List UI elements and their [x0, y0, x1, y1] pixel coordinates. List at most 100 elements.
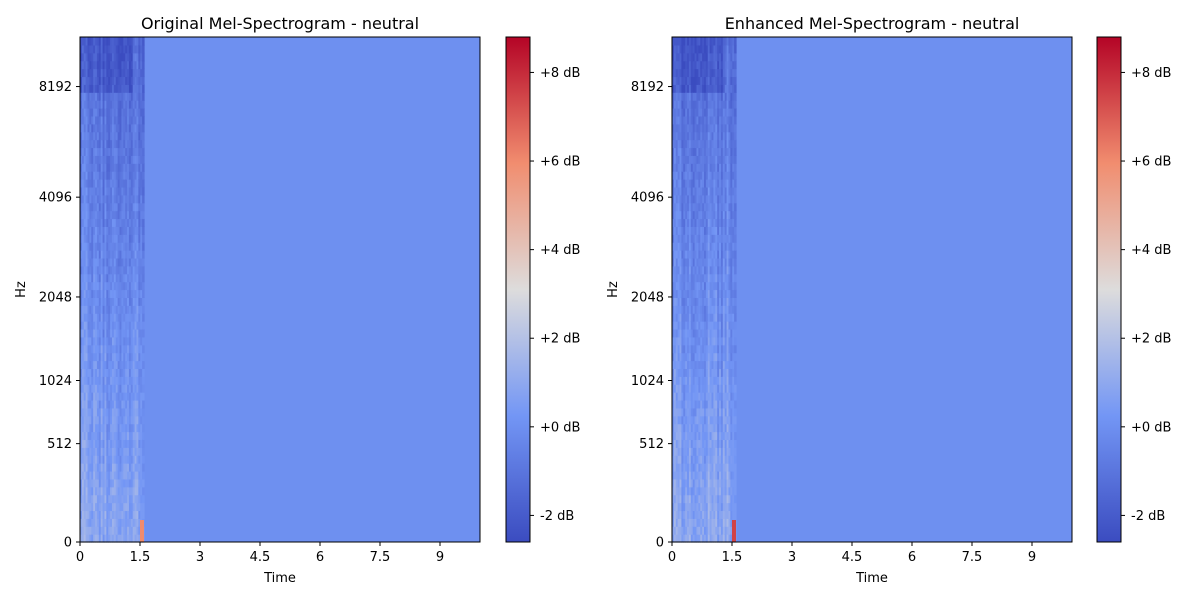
spectrogram-cell	[675, 163, 679, 172]
spectrogram-cell	[696, 202, 699, 212]
spectrogram-cell	[700, 439, 703, 448]
spectrogram-cell	[707, 415, 711, 425]
spectrogram-cell	[711, 526, 715, 535]
spectrogram-cell	[681, 328, 684, 338]
spectrogram-cell	[698, 486, 701, 496]
spectrogram-cell	[140, 155, 143, 164]
spectrogram-cell	[679, 336, 683, 346]
spectrogram-cell	[683, 534, 686, 543]
spectrogram-cell	[724, 273, 728, 283]
spectrogram-cell	[711, 202, 715, 212]
spectrogram-cell	[707, 100, 711, 109]
spectrogram-cell	[123, 526, 126, 535]
spectrogram-cell	[134, 423, 138, 433]
spectrogram-cell	[142, 281, 145, 291]
spectrogram-cell	[728, 486, 731, 496]
spectrogram-cell	[102, 257, 106, 267]
spectrogram-cell	[726, 234, 730, 243]
spectrogram-cell	[91, 171, 94, 180]
spectrogram-cell	[707, 257, 711, 267]
spectrogram-cell	[96, 478, 100, 488]
spectrogram-cell	[711, 84, 715, 93]
spectrogram-cell	[688, 463, 692, 472]
spectrogram-cell	[673, 455, 677, 464]
spectrogram-cell	[705, 250, 709, 259]
spectrogram-cell	[91, 60, 94, 70]
spectrogram-cell	[730, 92, 733, 101]
spectrogram-cell	[713, 108, 716, 117]
spectrogram-cell	[673, 52, 677, 62]
spectrogram-cell	[95, 202, 98, 212]
spectrogram-cell	[81, 139, 85, 149]
spectrogram-cell	[98, 384, 102, 393]
spectrogram-cell	[724, 115, 728, 125]
spectrogram-cell	[715, 297, 718, 306]
spectrogram-cell	[128, 250, 132, 259]
spectrogram-cell	[696, 321, 699, 330]
spectrogram-cell	[100, 76, 104, 85]
spectrogram-cell	[677, 163, 681, 172]
spectrogram-cell	[726, 108, 730, 117]
spectrogram-cell	[679, 234, 683, 243]
spectrogram-cell	[730, 423, 733, 433]
spectrogram-cell	[98, 226, 102, 235]
spectrogram-cell	[715, 218, 718, 227]
spectrogram-cell	[142, 273, 145, 283]
spectrogram-cell	[113, 518, 117, 527]
spectrogram-cell	[672, 92, 675, 101]
spectrogram-cell	[91, 210, 94, 220]
spectrogram-cell	[117, 242, 121, 251]
spectrogram-cell	[726, 218, 730, 227]
spectrogram-cell	[688, 139, 692, 149]
spectrogram-cell	[717, 518, 720, 527]
spectrogram-cell	[730, 352, 733, 362]
spectrogram-cell	[142, 234, 145, 243]
spectrogram-cell	[715, 510, 718, 519]
spectrogram-cell	[707, 92, 711, 101]
spectrogram-cell	[728, 139, 731, 149]
spectrogram-cell	[115, 486, 119, 496]
spectrogram-cell	[700, 321, 703, 330]
spectrogram-cell	[672, 526, 675, 535]
spectrogram-cell	[96, 139, 100, 149]
spectrogram-cell	[115, 68, 119, 78]
spectrogram-cell	[95, 234, 98, 243]
spectrogram-cell	[687, 352, 690, 362]
spectrogram-cell	[717, 131, 720, 141]
spectrogram-cell	[704, 76, 707, 85]
spectrogram-cell	[83, 186, 87, 196]
spectrogram-cell	[698, 257, 701, 267]
spectrogram-cell	[672, 431, 675, 441]
spectrogram-cell	[717, 186, 720, 196]
spectrogram-cell	[106, 242, 109, 251]
spectrogram-cell	[83, 384, 87, 393]
spectrogram-cell	[108, 415, 111, 425]
spectrogram-cell	[87, 321, 91, 330]
spectrogram-cell	[677, 534, 681, 543]
spectrogram-cell	[115, 502, 119, 512]
spectrogram-cell	[104, 297, 107, 306]
spectrogram-cell	[119, 526, 123, 535]
spectrogram-cell	[104, 115, 107, 125]
spectrogram-cell	[679, 44, 683, 54]
spectrogram-cell	[104, 399, 107, 409]
spectrogram-cell	[91, 108, 94, 117]
spectrogram-cell	[700, 44, 703, 54]
spectrogram-cell	[127, 163, 130, 172]
spectrogram-cell	[104, 415, 107, 425]
spectrogram-cell	[685, 494, 688, 504]
spectrogram-cell	[707, 250, 711, 259]
spectrogram-cell	[694, 44, 698, 54]
spectrogram-cell	[119, 186, 123, 196]
colorbar-tick-label: +0 dB	[540, 420, 580, 435]
spectrogram-cell	[673, 257, 677, 267]
spectrogram-cell	[102, 108, 106, 117]
spectrogram-cell	[677, 84, 681, 93]
spectrogram-cell	[724, 439, 728, 448]
spectrogram-cell	[95, 360, 98, 370]
spectrogram-cell	[127, 431, 130, 441]
spectrogram-cell	[83, 44, 87, 54]
spectrogram-cell	[694, 52, 698, 62]
spectrogram-cell	[705, 273, 709, 283]
spectrogram-cell	[704, 218, 707, 227]
